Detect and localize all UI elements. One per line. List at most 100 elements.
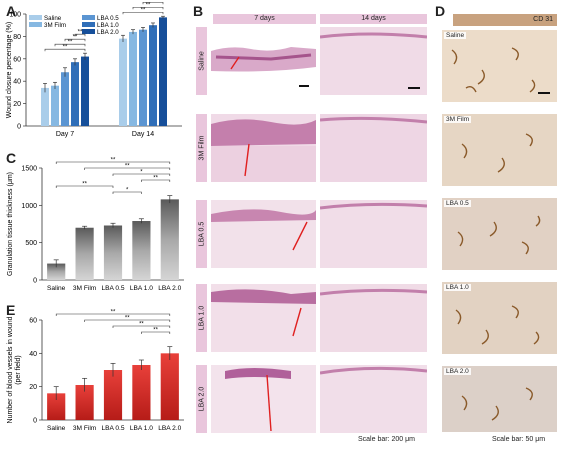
histology-image [320,284,427,352]
significance-bracket [112,173,171,176]
significance-bracket [84,319,171,322]
col-header-7-days: 7 days [213,14,316,24]
panel-letter-e: E [6,302,16,318]
scale-bar-text-b: Scale bar: 200 μm [358,436,415,443]
y-tick-label: 80 [13,34,21,41]
significance-mark: ** [111,310,116,316]
histology-image [211,27,316,95]
bar [47,393,66,420]
y-axis-label: Wound closure percentage (%) [6,22,13,118]
row-label-lba-2-0: LBA 2.0 [196,365,207,433]
significance-mark: * [140,170,143,176]
ihc-image: LBA 2.0 [442,366,557,432]
bar [132,221,151,280]
bar [160,199,179,280]
row-label-saline: Saline [196,27,207,95]
significance-mark: ** [78,30,83,36]
x-tick-label: 3M Film [73,425,97,432]
legend-swatch [82,22,95,27]
legend-label: LBA 2.0 [97,29,119,36]
y-tick-label: 60 [29,318,37,325]
bar [119,38,127,126]
cd31-header: CD 31 [453,14,557,26]
significance-bracket [122,11,164,15]
ihc-label-lba-0-5: LBA 0.5 [444,200,471,207]
x-tick-label: LBA 0.5 [101,425,124,432]
significance-bracket [142,1,164,5]
panel-letter-d: D [435,3,446,19]
significance-mark: ** [111,158,116,164]
legend-swatch [82,29,95,34]
histology-image [320,114,427,182]
histology-image [211,365,316,433]
x-tick-label: Day 7 [56,131,74,138]
chart-a: 0 20 40 60 80 100 Wound closure percentage (%)… [6,0,182,138]
chart-c: 0 500 1000 1500 Granulation tissue thickness… [7,158,184,292]
histology-image [211,284,316,352]
significance-mark: ** [125,164,130,170]
bar [75,227,94,280]
panel-letter-b: B [193,3,204,19]
y-tick-label: 40 [29,351,37,358]
significance-mark: ** [82,182,87,188]
bar [103,370,123,420]
bar [132,365,151,420]
row-label-lba-0-5: LBA 0.5 [196,200,207,268]
significance-bracket [84,167,171,170]
significance-bracket [44,48,86,52]
significance-mark: ** [68,40,73,46]
significance-bracket [55,313,171,316]
x-tick-label: Saline [47,285,66,292]
row-label-3m-film: 3M Film [196,114,207,182]
ihc-image: Saline [442,30,557,102]
y-tick-label: 100 [9,12,21,19]
y-tick-label: 1000 [21,203,37,210]
legend-swatch [29,15,42,20]
y-tick-label: 20 [29,384,37,391]
bar [75,385,94,420]
legend-label: LBA 0.5 [97,15,119,22]
significance-bracket [132,6,164,10]
y-axis-label: Granulation tissue thickness (μm) [7,172,14,276]
y-tick-label: 1500 [21,166,37,173]
x-tick-label: Saline [47,425,66,432]
ihc-label-saline: Saline [444,32,467,39]
x-tick-label: 3M Film [73,285,97,292]
ihc-label-lba-2-0: LBA 2.0 [444,368,471,375]
significance-mark: ** [141,8,146,14]
significance-bracket [54,43,86,47]
histology-image [211,200,316,268]
histology-image [320,365,427,433]
x-tick-label: LBA 1.0 [130,285,153,292]
x-tick-label: Day 14 [132,131,154,138]
y-tick-label: 60 [13,56,21,63]
panel-letter-c: C [6,150,17,166]
significance-bracket [55,185,114,188]
bar [159,17,167,126]
significance-mark: * [126,188,129,194]
bar [81,56,89,127]
y-tick-label: 0 [33,278,37,285]
significance-mark: ** [151,0,156,4]
legend-label: 3M Film [44,22,66,29]
bar [139,29,147,126]
y-tick-label: 40 [13,79,21,86]
y-axis-label: Number of blood vessels in wound [7,316,14,423]
x-tick-label: LBA 1.0 [130,425,153,432]
bar [103,225,123,280]
significance-mark: ** [153,176,158,182]
bar [129,31,137,127]
y-tick-label: 0 [17,124,21,131]
col-header-14-days: 14 days [320,14,427,24]
significance-mark: ** [125,316,130,322]
bar [41,87,49,126]
ihc-image: LBA 1.0 [442,282,557,354]
y-tick-label: 20 [13,101,21,108]
significance-mark: ** [139,322,144,328]
x-tick-label: LBA 0.5 [101,285,124,292]
ihc-image: LBA 0.5 [442,198,557,270]
ihc-image: 3M Film [442,114,557,186]
panel-letter-a: A [6,3,17,19]
legend-swatch [29,22,42,27]
bar [160,353,179,420]
